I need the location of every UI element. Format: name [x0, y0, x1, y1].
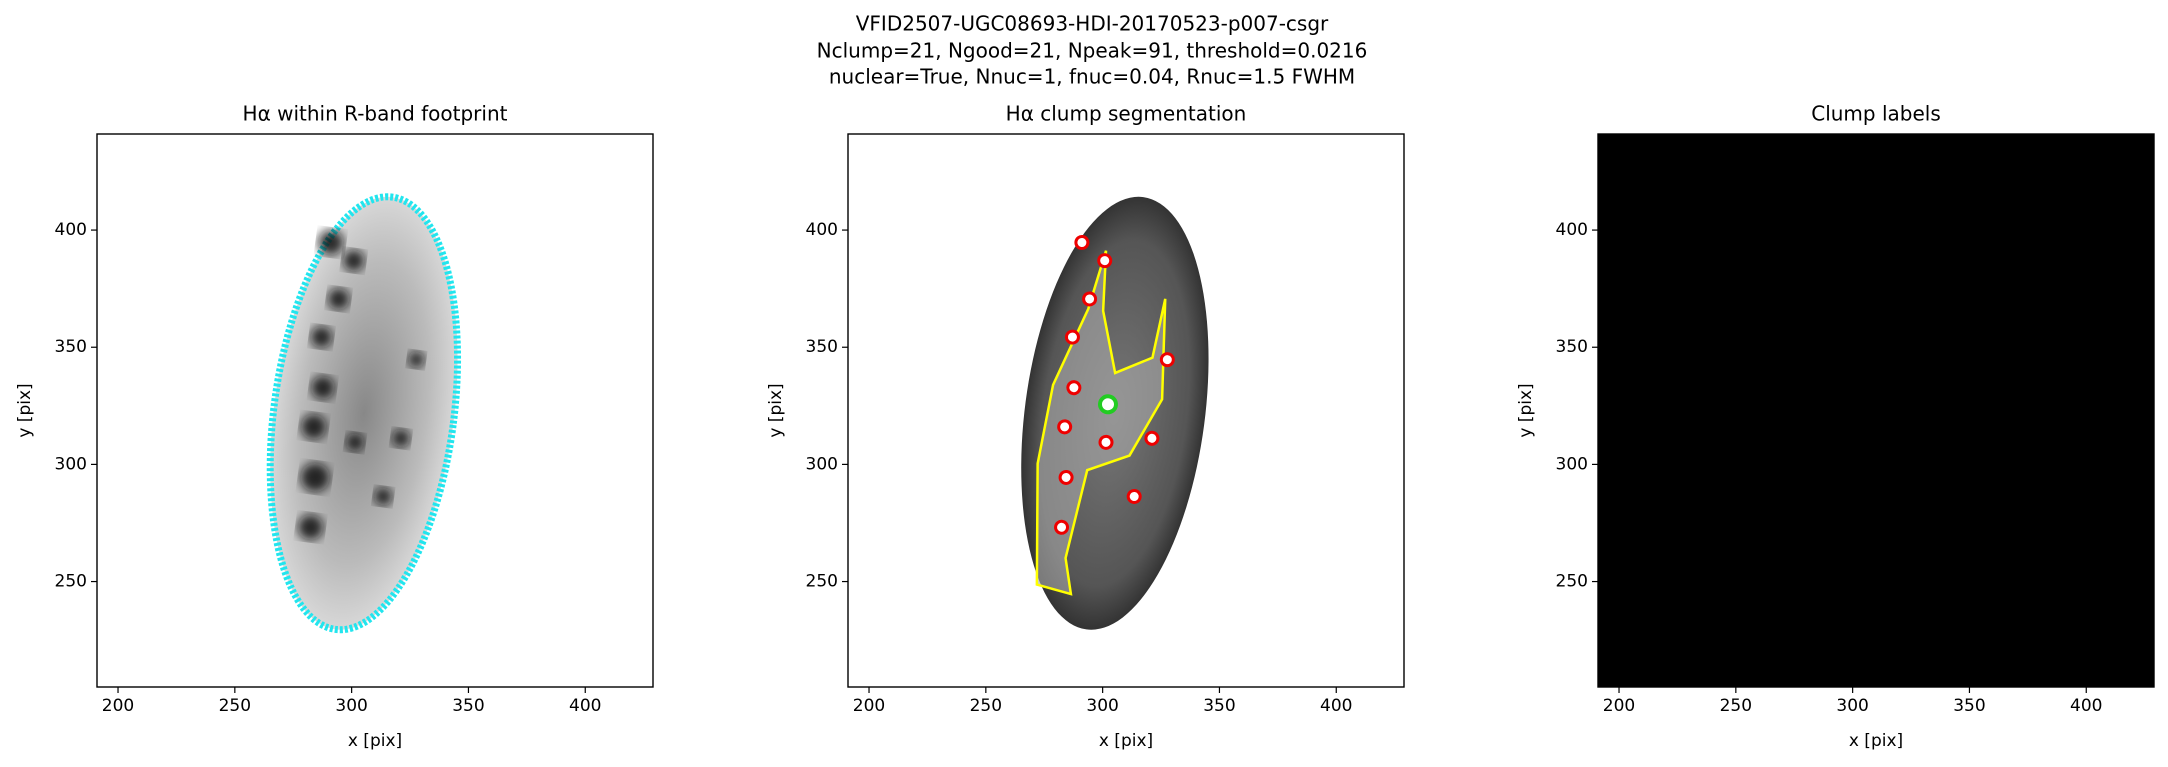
image-panel: [1598, 134, 2154, 687]
x-tick-label: 400: [569, 696, 601, 716]
y-tick-label: 400: [806, 220, 838, 240]
clump: [300, 463, 330, 492]
clump: [342, 249, 365, 272]
peak-marker: [1057, 419, 1073, 435]
axes-frame: [96, 133, 654, 688]
x-tick-label: 350: [452, 696, 484, 716]
axes-frame: [1597, 133, 2155, 688]
galaxy-body: [266, 193, 462, 634]
clump: [346, 433, 365, 452]
x-tick-label: 350: [1203, 696, 1235, 716]
x-tick-label: 200: [102, 696, 134, 716]
panel-title: Hα clump segmentation: [1006, 102, 1247, 126]
axes-frame: [847, 133, 1405, 688]
x-tick-label: 300: [335, 696, 367, 716]
x-axis-label: x [pix]: [348, 731, 402, 751]
suptitle: nuclear=True, Nnuc=1, fnuc=0.04, Rnuc=1.…: [829, 65, 1355, 89]
clump: [327, 288, 350, 310]
clump: [301, 414, 327, 440]
peak-marker: [1082, 291, 1098, 307]
x-tick-label: 250: [219, 696, 251, 716]
peak-marker: [1144, 430, 1160, 446]
galaxy-image: [266, 193, 462, 634]
y-tick-label: 350: [1556, 337, 1588, 357]
y-axis-label: y [pix]: [766, 383, 786, 437]
x-tick-label: 200: [853, 696, 885, 716]
clump: [374, 487, 393, 506]
x-tick-label: 350: [1953, 696, 1985, 716]
x-tick-label: 250: [1720, 696, 1752, 716]
y-axis-label: y [pix]: [1516, 383, 1536, 437]
peak-marker: [1064, 329, 1080, 345]
peak-marker: [1058, 469, 1074, 485]
image-panel: [266, 193, 462, 634]
x-axis-label: x [pix]: [1849, 731, 1903, 751]
segment-contour: [1035, 250, 1167, 596]
peak-marker: [1066, 380, 1082, 396]
panel-title: Clump labels: [1811, 102, 1941, 126]
peak-marker: [1054, 519, 1070, 535]
clump: [310, 326, 333, 348]
x-axis-label: x [pix]: [1099, 731, 1153, 751]
y-tick-label: 300: [1556, 454, 1588, 474]
peak-marker: [1126, 488, 1142, 504]
clump: [297, 514, 324, 540]
x-tick-label: 200: [1603, 696, 1635, 716]
y-tick-label: 300: [55, 454, 87, 474]
suptitle: VFID2507-UGC08693-HDI-20170523-p007-csgr: [856, 12, 1329, 36]
x-tick-label: 300: [1086, 696, 1118, 716]
nucleus-marker: [1097, 394, 1118, 415]
y-tick-label: 400: [55, 220, 87, 240]
y-tick-label: 400: [1556, 220, 1588, 240]
peak-marker: [1098, 434, 1114, 450]
x-tick-label: 300: [1836, 696, 1868, 716]
galaxy-image: [1021, 196, 1209, 630]
background: [1598, 134, 2154, 687]
clump: [391, 429, 410, 448]
peak-marker: [1074, 234, 1090, 250]
clump: [318, 229, 344, 256]
y-tick-label: 250: [806, 572, 838, 592]
y-tick-label: 250: [55, 572, 87, 592]
y-tick-label: 250: [1556, 572, 1588, 592]
x-tick-label: 400: [2070, 696, 2102, 716]
peak-marker: [1097, 253, 1113, 269]
peak-marker: [1159, 352, 1175, 368]
y-tick-label: 300: [806, 454, 838, 474]
clump: [311, 375, 335, 400]
y-tick-label: 350: [806, 337, 838, 357]
image-panel: [1021, 196, 1209, 630]
clump: [408, 351, 425, 368]
x-tick-label: 250: [970, 696, 1002, 716]
suptitle: Nclump=21, Ngood=21, Npeak=91, threshold…: [817, 39, 1368, 63]
x-tick-label: 400: [1320, 696, 1352, 716]
y-axis-label: y [pix]: [15, 383, 35, 437]
y-tick-label: 350: [55, 337, 87, 357]
panel-title: Hα within R-band footprint: [243, 102, 508, 126]
